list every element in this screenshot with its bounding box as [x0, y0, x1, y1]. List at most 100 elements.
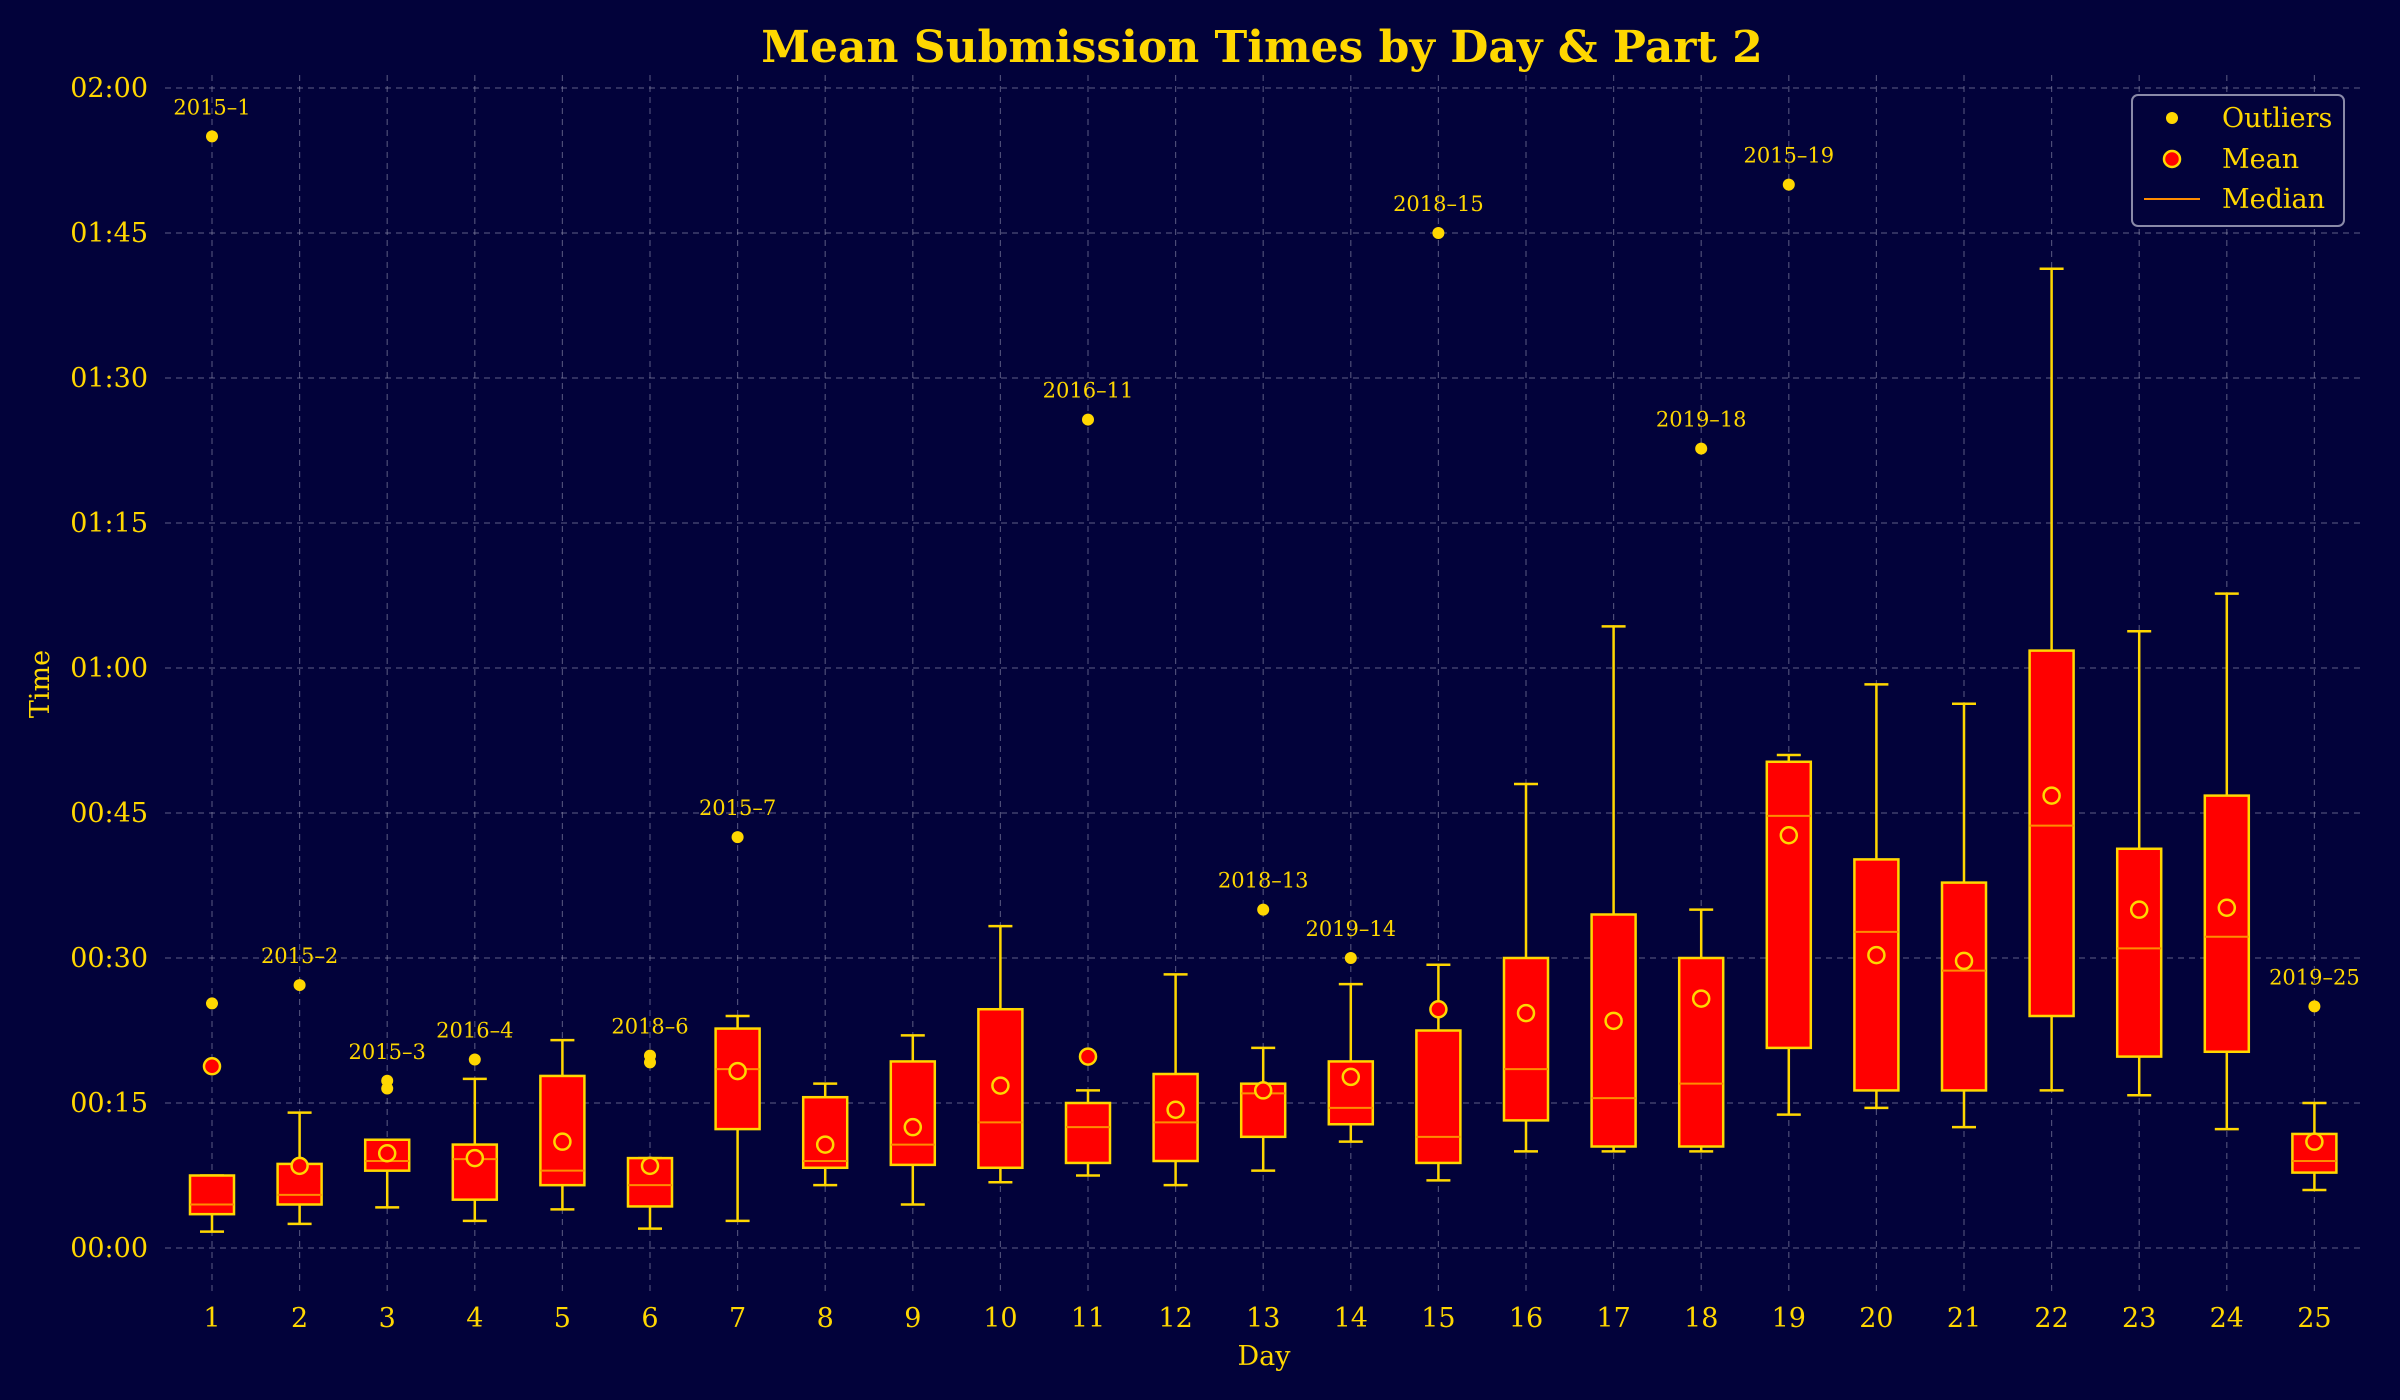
day-3-annotation: 2015–3: [349, 1040, 426, 1064]
day-1-box: [188, 1174, 236, 1216]
chart-title: Mean Submission Times by Day & Part 2: [761, 22, 1762, 73]
x-tick-label-day-13: 13: [1246, 1303, 1280, 1334]
x-tick-label-day-10: 10: [983, 1303, 1017, 1334]
day-13-mean: [1253, 1081, 1273, 1100]
x-tick-label-day-12: 12: [1158, 1303, 1192, 1334]
legend-outliers-label: Outliers: [2222, 103, 2332, 134]
day-4-outlier-0: [468, 1053, 481, 1066]
x-tick-label-day-1: 1: [203, 1303, 220, 1334]
x-axis-ticks: 1 2 3 4 5 6 7 8 9 10 11 12 13 14 15 16 17 18 19 20 21 22 23 24 2…: [203, 1303, 2331, 1334]
day-10-mean: [991, 1076, 1010, 1095]
day-13-outlier-0: [1257, 903, 1270, 916]
day-18-annotation: 2019–18: [1656, 408, 1747, 432]
day-11-mean: [1078, 1047, 1098, 1066]
day-19-outlier-0: [1782, 178, 1795, 191]
day-25-annotation: 2019–25: [2269, 965, 2360, 989]
day-11-box: [1064, 1101, 1112, 1165]
x-tick-label-day-2: 2: [291, 1303, 308, 1334]
x-tick-label-day-3: 3: [379, 1303, 396, 1334]
x-tick-label-day-4: 4: [466, 1303, 483, 1334]
x-tick-label-day-15: 15: [1421, 1303, 1455, 1334]
day-6-outlier-1: [644, 1049, 656, 1062]
x-tick-label-day-7: 7: [729, 1303, 746, 1334]
day-18-mean: [1691, 989, 1711, 1008]
day-15-box: [1415, 1029, 1462, 1165]
day-25-outlier-0: [2308, 1000, 2321, 1013]
x-tick-label-day-22: 22: [2034, 1303, 2068, 1334]
y-tick-label-8: 02:00: [70, 73, 148, 104]
day-21-box: [1940, 881, 1988, 1092]
legend: Outliers Mean Median: [2131, 94, 2345, 227]
y-axis-label: Time: [25, 650, 56, 718]
y-tick-label-3: 00:45: [70, 798, 148, 829]
day-18-outlier-0: [1695, 442, 1708, 455]
day-11-outlier-0: [1082, 413, 1094, 426]
day-7-outlier-0: [731, 831, 744, 844]
day-6-mean: [640, 1156, 660, 1176]
day-17-mean: [1604, 1011, 1623, 1031]
annotation-layer: 2015–1 2015–2 2015–3 2016–4 2018–6 2015–7 2016…: [173, 95, 2359, 1063]
x-tick-label-day-20: 20: [1859, 1303, 1893, 1334]
day-11-annotation: 2016–11: [1043, 379, 1134, 403]
outlier-layer: [206, 130, 2321, 1095]
day-13-annotation: 2018–13: [1218, 869, 1309, 893]
day-22-mean: [2042, 786, 2061, 805]
day-14-mean: [1341, 1067, 1361, 1087]
day-8-mean: [815, 1135, 835, 1154]
day-5-mean: [553, 1132, 572, 1151]
day-1-outlier-1: [206, 130, 218, 143]
y-tick-label-2: 00:30: [70, 943, 148, 974]
day-21-mean: [1954, 951, 1974, 971]
day-16-mean: [1516, 1003, 1536, 1023]
day-1-annotation: 2015–1: [173, 95, 250, 119]
day-18-box: [1677, 956, 1725, 1148]
day-2-annotation: 2015–2: [261, 944, 338, 968]
x-tick-label-day-11: 11: [1071, 1303, 1105, 1334]
day-25-mean: [2305, 1132, 2324, 1151]
x-tick-label-day-25: 25: [2297, 1303, 2331, 1334]
y-tick-label-6: 01:30: [70, 363, 148, 394]
x-tick-label-day-17: 17: [1596, 1303, 1630, 1334]
day-24-box: [2203, 794, 2251, 1054]
day-19-annotation: 2015–19: [1743, 144, 1834, 168]
y-tick-label-5: 01:15: [70, 508, 148, 539]
day-24-mean: [2217, 898, 2237, 917]
x-tick-label-day-18: 18: [1684, 1303, 1718, 1334]
x-tick-label-day-14: 14: [1334, 1303, 1368, 1334]
legend-mean-label: Mean: [2222, 144, 2299, 175]
legend-median-label: Median: [2222, 184, 2325, 215]
day-5-box: [539, 1074, 586, 1187]
day-2-mean: [290, 1156, 309, 1176]
y-tick-label-1: 00:15: [70, 1088, 148, 1119]
day-6-annotation: 2018–6: [611, 1015, 688, 1039]
x-tick-label-day-16: 16: [1509, 1303, 1543, 1334]
legend-outliers-marker: [2166, 112, 2178, 124]
day-15-mean: [1429, 999, 1448, 1019]
x-tick-label-day-9: 9: [904, 1303, 921, 1334]
day-2-outlier-0: [293, 979, 306, 992]
day-20-box: [1853, 858, 1900, 1092]
day-23-box: [2115, 847, 2163, 1058]
legend-frame: [2131, 94, 2345, 227]
day-1-mean: [202, 1057, 222, 1076]
day-3-mean: [377, 1144, 397, 1163]
x-tick-label-day-5: 5: [554, 1303, 571, 1334]
day-7-mean: [728, 1061, 747, 1081]
day-14-annotation: 2019–14: [1305, 917, 1396, 941]
x-tick-label-day-19: 19: [1772, 1303, 1806, 1334]
day-7-annotation: 2015–7: [699, 796, 776, 820]
day-23-mean: [2129, 900, 2149, 919]
day-15-annotation: 2018–15: [1393, 192, 1484, 216]
day-7-box: [714, 1027, 761, 1131]
day-3-outlier-1: [381, 1074, 394, 1087]
legend-mean-marker: [2162, 149, 2182, 169]
x-tick-label-day-8: 8: [817, 1303, 834, 1334]
day-15-outlier-0: [1432, 227, 1445, 239]
y-axis-ticks: 00:00 00:15 00:30 00:45 01:00 01:15 01:30 01:45…: [70, 73, 148, 1264]
day-17-box: [1590, 913, 1637, 1148]
day-8-box: [801, 1095, 849, 1170]
x-tick-label-day-24: 24: [2210, 1303, 2244, 1334]
day-16-box: [1502, 956, 1550, 1122]
y-tick-label-0: 00:00: [70, 1233, 148, 1264]
